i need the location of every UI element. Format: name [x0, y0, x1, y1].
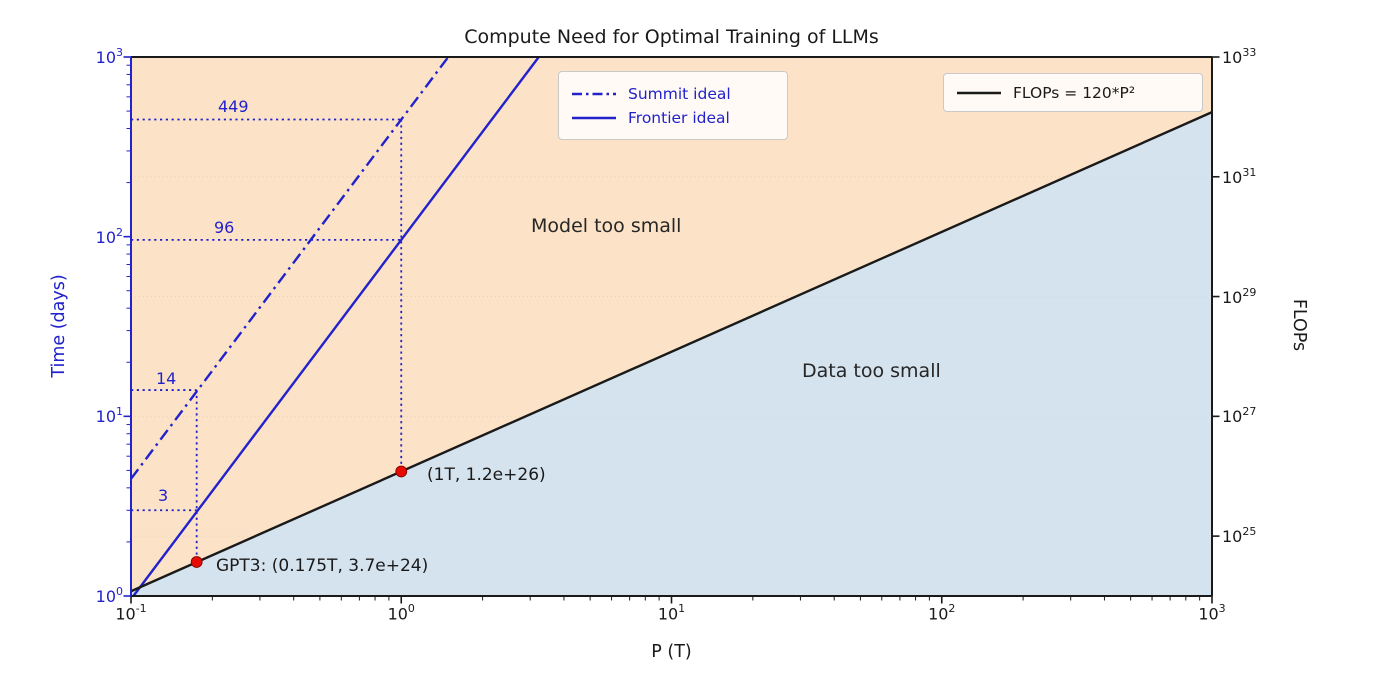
legend-label-flops: FLOPs = 120*P² — [1013, 83, 1136, 102]
y-axis-label-left: Time (days) — [49, 274, 69, 378]
summit-line — [130, 56, 450, 480]
y-right-tick-label: 1029 — [1222, 285, 1257, 307]
guide-label-14: 14 — [156, 369, 177, 388]
frontier-line-sample-icon — [572, 116, 616, 119]
guide-label-449: 449 — [218, 97, 249, 116]
legend-row-flops: FLOPs = 120*P² — [944, 81, 1202, 105]
x-tick-label: 103 — [1198, 602, 1226, 624]
region-label-data-too-small: Data too small — [802, 360, 941, 382]
y-right-tick-label: 1031 — [1222, 165, 1257, 187]
y-left-tick-label: 102 — [95, 225, 123, 247]
y-right-tick-label: 1027 — [1222, 405, 1257, 427]
plot-area — [123, 56, 1220, 604]
y-right-tick-label: 1025 — [1222, 524, 1257, 547]
y-axis-label-right: FLOPs — [1289, 298, 1309, 352]
legend-row-summit: Summit ideal — [559, 82, 787, 106]
x-axis-label: P (T) — [651, 642, 692, 662]
y-right-tick-label: 1033 — [1222, 45, 1257, 68]
legend-label-frontier: Frontier ideal — [628, 108, 730, 127]
summit-line-sample-icon — [572, 92, 616, 95]
legend-label-summit: Summit ideal — [628, 84, 731, 103]
x-tick-label: 100 — [387, 602, 415, 624]
frontier-line — [132, 56, 540, 597]
point-label-1t: (1T, 1.2e+26) — [427, 465, 546, 485]
data-point-gpt3 — [190, 556, 203, 568]
compute-line — [130, 111, 1213, 593]
x-tick-label: 10-1 — [115, 602, 147, 624]
legend-ideal-lines: Summit ideal Frontier ideal — [558, 71, 788, 140]
legend-flops: FLOPs = 120*P² — [943, 73, 1203, 112]
point-label-gpt3: GPT3: (0.175T, 3.7e+24) — [216, 556, 429, 576]
guide-label-96: 96 — [214, 218, 235, 237]
data-point-1t — [395, 465, 408, 478]
guide-label-3: 3 — [158, 486, 169, 505]
x-tick-label: 101 — [657, 602, 686, 624]
y-left-tick-label: 100 — [95, 584, 123, 607]
y-left-tick-label: 103 — [95, 45, 123, 68]
chart-title: Compute Need for Optimal Training of LLM… — [464, 26, 879, 48]
y-left-tick-label: 101 — [95, 405, 123, 427]
flops-line-sample-icon — [957, 91, 1001, 94]
region-label-model-too-small: Model too small — [531, 215, 682, 237]
x-tick-label: 102 — [928, 602, 956, 624]
legend-row-frontier: Frontier ideal — [559, 106, 787, 130]
